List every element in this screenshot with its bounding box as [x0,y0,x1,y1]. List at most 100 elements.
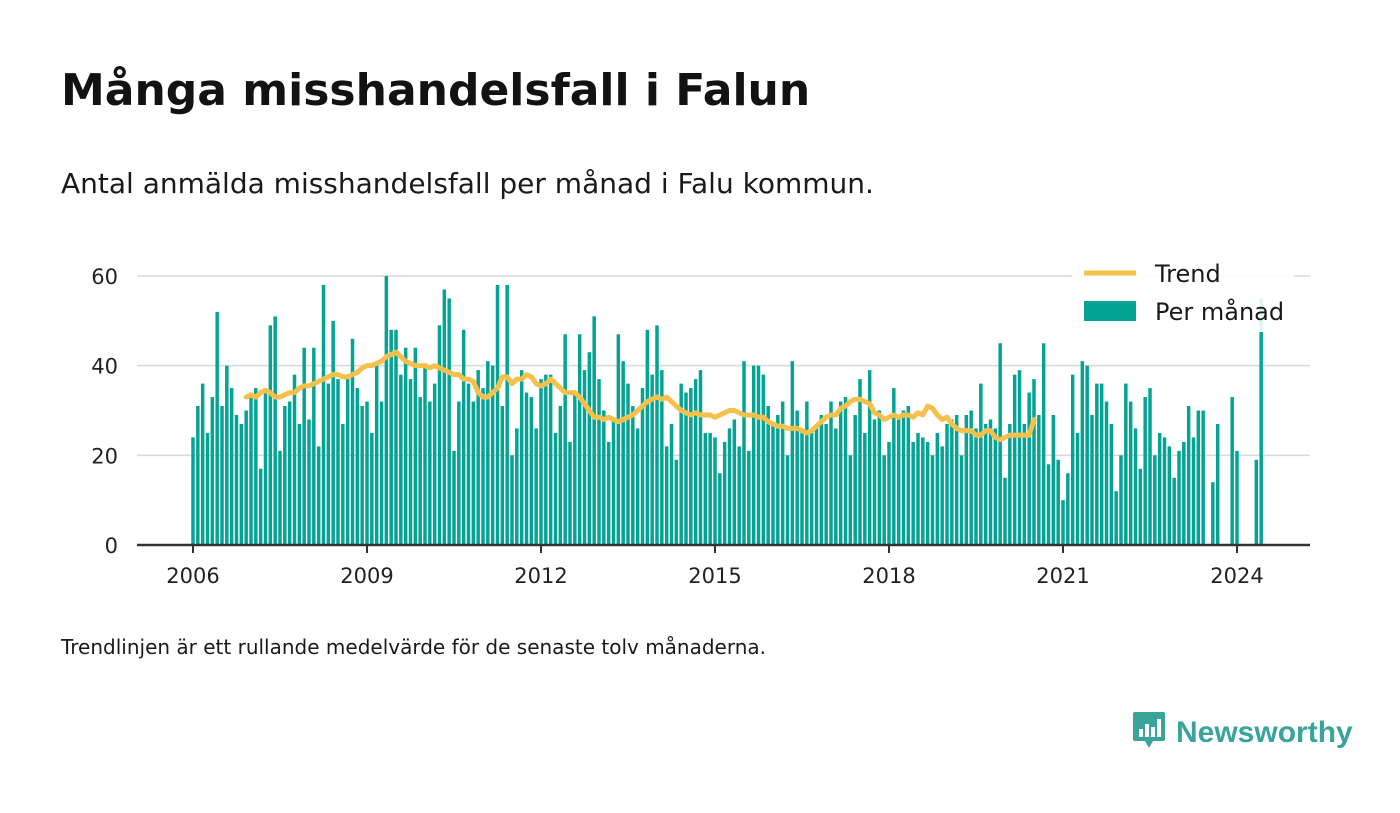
bar [539,379,543,545]
y-tick-label: 20 [91,444,118,468]
bar [341,423,345,545]
chart-subtitle: Antal anmälda misshandelsfall per månad … [61,167,874,200]
bar [795,410,799,545]
bar [809,432,814,545]
bar [239,423,244,545]
bar [848,455,853,545]
x-tick-label: 2006 [166,564,219,588]
bar [316,446,321,545]
bar [331,320,335,545]
legend-bars-swatch [1084,301,1136,321]
bar [703,432,708,545]
bar [1022,423,1027,545]
bar [191,437,195,545]
bar [993,428,998,545]
bar [863,432,867,545]
x-tick-label: 2015 [688,564,741,588]
bar [1008,423,1012,545]
bar [350,338,355,545]
bar [1235,450,1239,545]
bar [679,383,683,545]
bar [887,441,891,545]
bar [205,432,210,545]
bar [602,410,606,545]
bar [1037,414,1041,545]
bar [1114,491,1118,545]
bar [1099,383,1104,545]
chart-title: Många misshandelsfall i Falun [61,65,811,116]
bar [858,379,862,545]
bar [1003,477,1007,545]
bar [481,388,485,545]
bar [1254,459,1259,545]
bar [771,423,775,545]
bar [1259,298,1263,545]
brand[interactable]: Newsworthy [1132,710,1353,756]
bar [447,298,451,545]
bar [1230,397,1234,545]
bar [365,401,369,545]
bar [1066,473,1070,545]
bar [292,374,297,545]
bar [287,401,292,545]
bar [1017,370,1022,545]
bar [263,392,268,545]
bar [254,388,258,545]
bar [563,334,567,545]
bar [495,284,500,545]
bar [553,432,558,545]
bar [597,379,601,545]
bar [1128,401,1133,545]
bar [872,419,877,545]
bar [834,428,838,545]
bar [800,428,804,545]
y-tick-label: 0 [105,534,118,558]
bar [273,316,277,545]
bar [428,401,432,545]
bar [761,374,766,545]
bar [1211,482,1215,545]
bar [321,284,326,545]
bar [877,410,882,545]
bar [548,374,553,545]
bar [573,392,577,545]
bar [200,383,205,545]
bar [394,329,398,545]
bar [698,370,703,545]
bar [921,437,925,545]
bar [790,361,795,545]
bar [326,383,331,545]
bar [824,423,828,545]
bar [476,370,480,545]
bar [645,329,650,545]
bar [312,347,316,545]
bar [577,334,582,545]
bar [1027,392,1031,545]
bar [867,370,872,545]
bar [486,361,490,545]
bar [568,441,572,545]
bar [814,428,819,545]
x-tick-label: 2012 [514,564,567,588]
bar [215,311,219,545]
bar [737,446,741,545]
bar [529,397,534,545]
bar [925,441,930,545]
bar [1182,441,1186,545]
bar [708,432,712,545]
bar [1104,401,1109,545]
bar [544,374,548,545]
bar [1061,500,1065,545]
bar [297,423,302,545]
bar [534,428,538,545]
bar [336,379,340,545]
brand-name: Newsworthy [1176,716,1353,749]
bar [1186,406,1191,545]
bar [229,388,234,545]
bar [278,450,282,545]
bar [838,401,843,545]
x-tick-label: 2018 [862,564,915,588]
bar [457,401,461,545]
bar [751,365,756,545]
legend: Trend Per månad [1072,258,1294,332]
